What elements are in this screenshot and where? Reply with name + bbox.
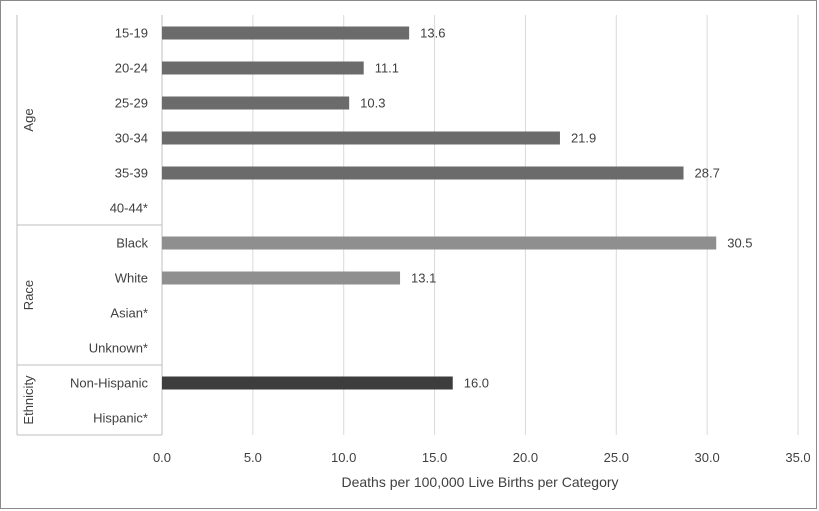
- data-label: 30.5: [727, 236, 752, 251]
- data-label: 16.0: [464, 376, 489, 391]
- category-label: 25-29: [115, 96, 148, 111]
- bar: [162, 26, 410, 40]
- category-label: 40-44*: [110, 201, 148, 216]
- data-label: 13.6: [420, 26, 445, 41]
- category-label: 15-19: [115, 26, 148, 41]
- x-tick-label: 0.0: [153, 450, 171, 465]
- data-label: 21.9: [571, 131, 596, 146]
- category-label: Asian*: [110, 306, 148, 321]
- category-label: 35-39: [115, 166, 148, 181]
- x-tick-label: 35.0: [785, 450, 810, 465]
- bar: [162, 61, 364, 75]
- bar: [162, 96, 350, 110]
- group-label: Age: [21, 108, 36, 131]
- category-label: 30-34: [115, 131, 148, 146]
- x-tick-label: 15.0: [422, 450, 447, 465]
- data-label: 28.7: [695, 166, 720, 181]
- x-tick-label: 5.0: [244, 450, 262, 465]
- bar: [162, 376, 453, 390]
- x-tick-label: 25.0: [604, 450, 629, 465]
- bar: [162, 271, 401, 285]
- x-tick-label: 20.0: [513, 450, 538, 465]
- bar: [162, 236, 717, 250]
- bar: [162, 166, 684, 180]
- data-label: 10.3: [360, 96, 385, 111]
- category-label: Unknown*: [89, 341, 148, 356]
- data-label: 11.1: [375, 61, 399, 76]
- category-label: 20-24: [115, 61, 148, 76]
- x-tick-label: 30.0: [694, 450, 719, 465]
- group-label: Race: [21, 280, 36, 310]
- bar: [162, 131, 560, 145]
- x-tick-label: 10.0: [331, 450, 356, 465]
- category-label: Hispanic*: [93, 411, 148, 426]
- category-label: Non-Hispanic: [70, 376, 149, 391]
- category-label: White: [115, 271, 148, 286]
- x-axis-title: Deaths per 100,000 Live Births per Categ…: [341, 474, 618, 490]
- data-label: 13.1: [411, 271, 436, 286]
- category-label: Black: [116, 236, 148, 251]
- group-label: Ethnicity: [21, 375, 36, 425]
